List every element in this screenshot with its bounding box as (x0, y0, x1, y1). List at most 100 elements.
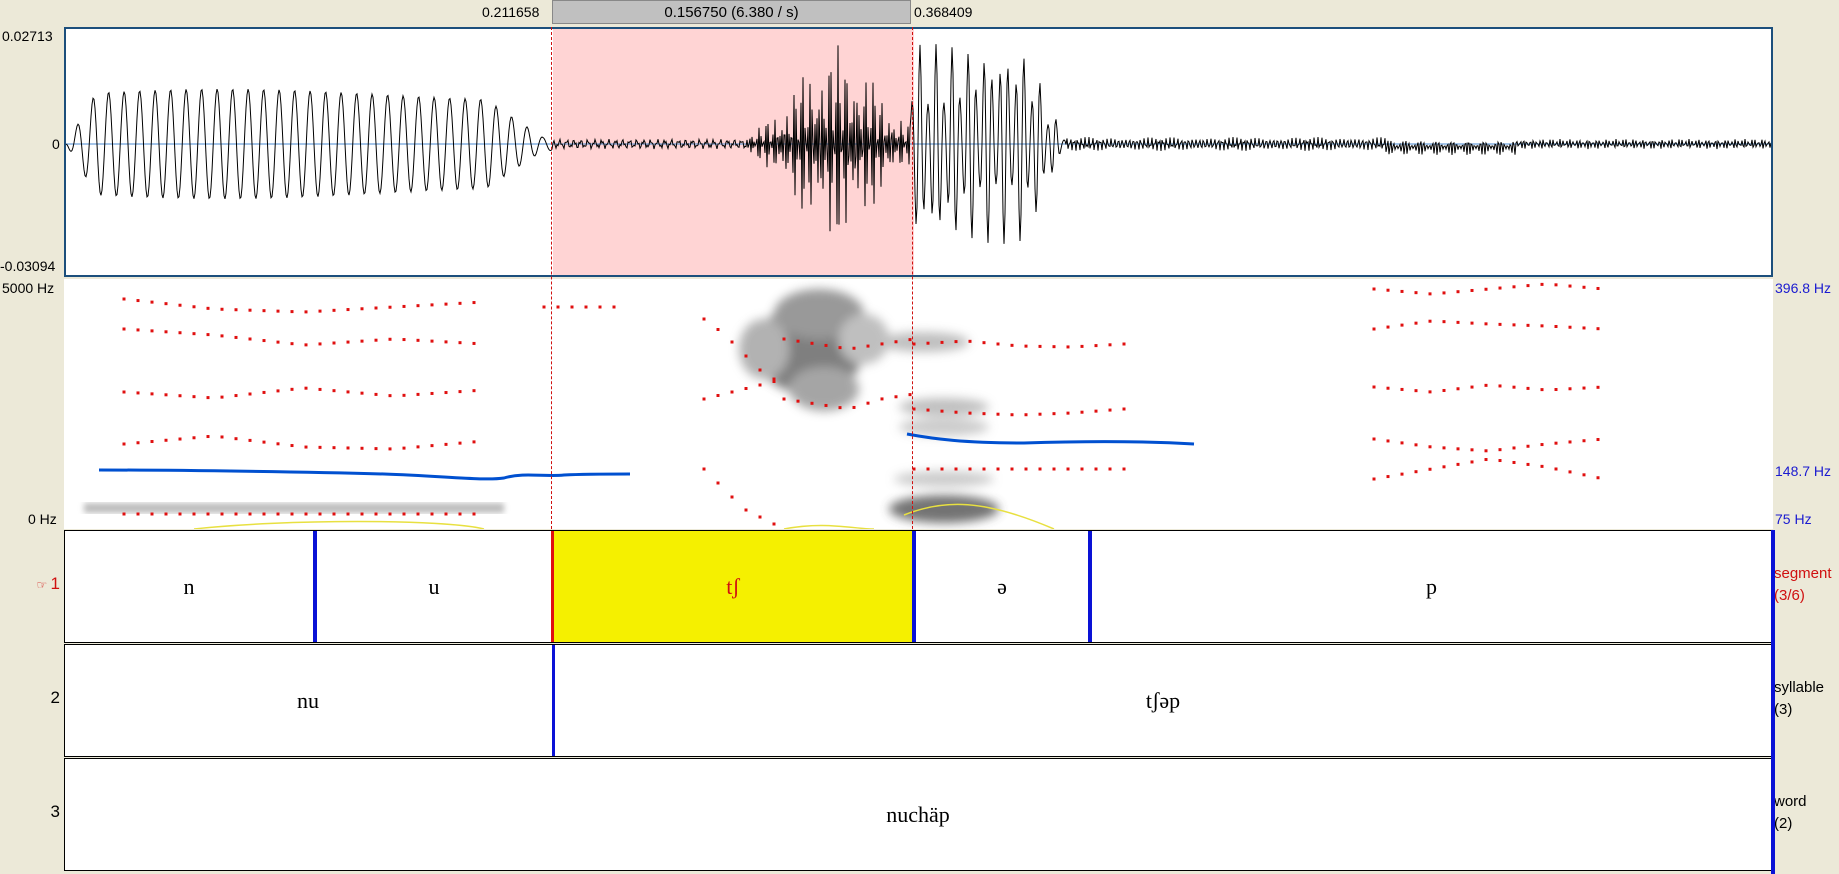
formant-dot (290, 342, 294, 346)
formant-dot (332, 389, 336, 393)
formant-dot (982, 341, 986, 345)
formant-dot (122, 442, 126, 446)
formant-dot (1442, 320, 1446, 324)
selection-start-cursor[interactable] (551, 27, 552, 529)
formant-dot (430, 339, 434, 343)
formant-dot (1038, 412, 1042, 416)
formant-dot (824, 403, 828, 407)
interval-p[interactable]: p (1426, 573, 1437, 599)
formant-dot (758, 368, 762, 372)
formant-dot (136, 391, 140, 395)
interval-schwa[interactable]: ə (997, 573, 1007, 599)
formant-dot (1428, 445, 1432, 449)
formant-dot (996, 467, 1000, 471)
formant-dot (206, 396, 210, 400)
formant-dot (360, 391, 364, 395)
formant-dot (1582, 439, 1586, 443)
tier-3-number[interactable]: 3 (50, 802, 60, 821)
formant-dot (852, 405, 856, 409)
formant-dot (982, 467, 986, 471)
formant-dot (1024, 413, 1028, 417)
formant-dot (894, 340, 898, 344)
formant-dot (1428, 319, 1432, 323)
tier-segment[interactable]: n u tʃ ə p (64, 530, 1774, 643)
intensity-contour (193, 503, 1055, 529)
formant-dot (1414, 470, 1418, 474)
formant-dot (1386, 439, 1390, 443)
formant-dot (374, 447, 378, 451)
formant-dot (136, 512, 140, 516)
formant-dot (1442, 446, 1446, 450)
selection-end-cursor[interactable] (912, 27, 913, 529)
formant-dot (1094, 409, 1098, 413)
formant-dot (1554, 388, 1558, 392)
formant-dot (1442, 291, 1446, 295)
interval-u[interactable]: u (428, 573, 440, 599)
formant-dot (926, 341, 930, 345)
boundary-selected[interactable] (551, 531, 554, 642)
interval-tshep[interactable]: tʃəp (1145, 687, 1181, 713)
formant-dot (388, 512, 392, 516)
formant-dot (1568, 284, 1572, 288)
boundary[interactable] (1088, 531, 1092, 642)
interval-tsh-selected[interactable]: tʃ (554, 531, 912, 642)
spectrogram-panel[interactable] (64, 279, 1773, 529)
interval-nu[interactable]: nu (297, 687, 319, 713)
formant-dot (1512, 460, 1516, 464)
formant-dot (150, 512, 154, 516)
formant-dot (1094, 467, 1098, 471)
formant-dot (1372, 327, 1376, 331)
formant-dot (1010, 343, 1014, 347)
formant-dot (276, 309, 280, 313)
formant-dot (192, 305, 196, 309)
formant-dot (1094, 344, 1098, 348)
formant-dot (1428, 292, 1432, 296)
formant-dot (1122, 342, 1126, 346)
formant-dot (178, 394, 182, 398)
formant-dot (1456, 387, 1460, 391)
interval-nuchap[interactable]: nuchäp (886, 801, 950, 827)
formant-dot (894, 395, 898, 399)
formant-dot (996, 412, 1000, 416)
boundary[interactable] (912, 531, 916, 642)
formant-dot (1526, 386, 1530, 390)
waveform-panel[interactable] (64, 27, 1773, 277)
formant-dot (1498, 384, 1502, 388)
tier-word[interactable]: nuchäp (64, 758, 1774, 871)
formant-dot (388, 394, 392, 398)
formant-dot (782, 337, 786, 341)
formant-dot (716, 394, 720, 397)
tier-1-number[interactable]: ☞ 1 (36, 574, 60, 593)
formant-dot (1414, 321, 1418, 325)
pitch-top-label: 396.8 Hz (1775, 280, 1832, 296)
formant-dot (444, 512, 448, 516)
spectrogram-plot (84, 282, 1600, 529)
formant-dot (472, 389, 476, 393)
waveform-min-label: -0.03094 (0, 258, 56, 274)
selection-duration[interactable]: 0.156750 (6.380 / s) (552, 0, 911, 24)
formant-dot (416, 392, 420, 396)
formant-dot (1400, 323, 1404, 327)
boundary[interactable] (551, 645, 555, 756)
tier-syllable[interactable]: nu tʃəp (64, 644, 1774, 757)
formant-dot (1498, 459, 1502, 463)
formant-dot (458, 301, 462, 305)
interval-n[interactable]: n (183, 573, 195, 599)
formant-dot (1526, 462, 1530, 466)
tier-2-name: syllable (3) (1774, 679, 1825, 718)
boundary[interactable] (313, 531, 317, 642)
formant-dot (1568, 387, 1572, 391)
formant-dot (234, 437, 238, 441)
formant-dot (304, 310, 308, 314)
formant-dot (164, 330, 168, 334)
formant-dot (772, 380, 776, 383)
formant-dot (1066, 345, 1070, 349)
formant-dot (1442, 388, 1446, 392)
formant-dot (1010, 413, 1014, 417)
formant-dot (262, 339, 266, 343)
formant-dot (1554, 324, 1558, 328)
tier-2-number[interactable]: 2 (50, 688, 60, 707)
formant-dot (1122, 407, 1126, 411)
formant-dot (458, 512, 462, 516)
formant-dot (332, 341, 336, 345)
